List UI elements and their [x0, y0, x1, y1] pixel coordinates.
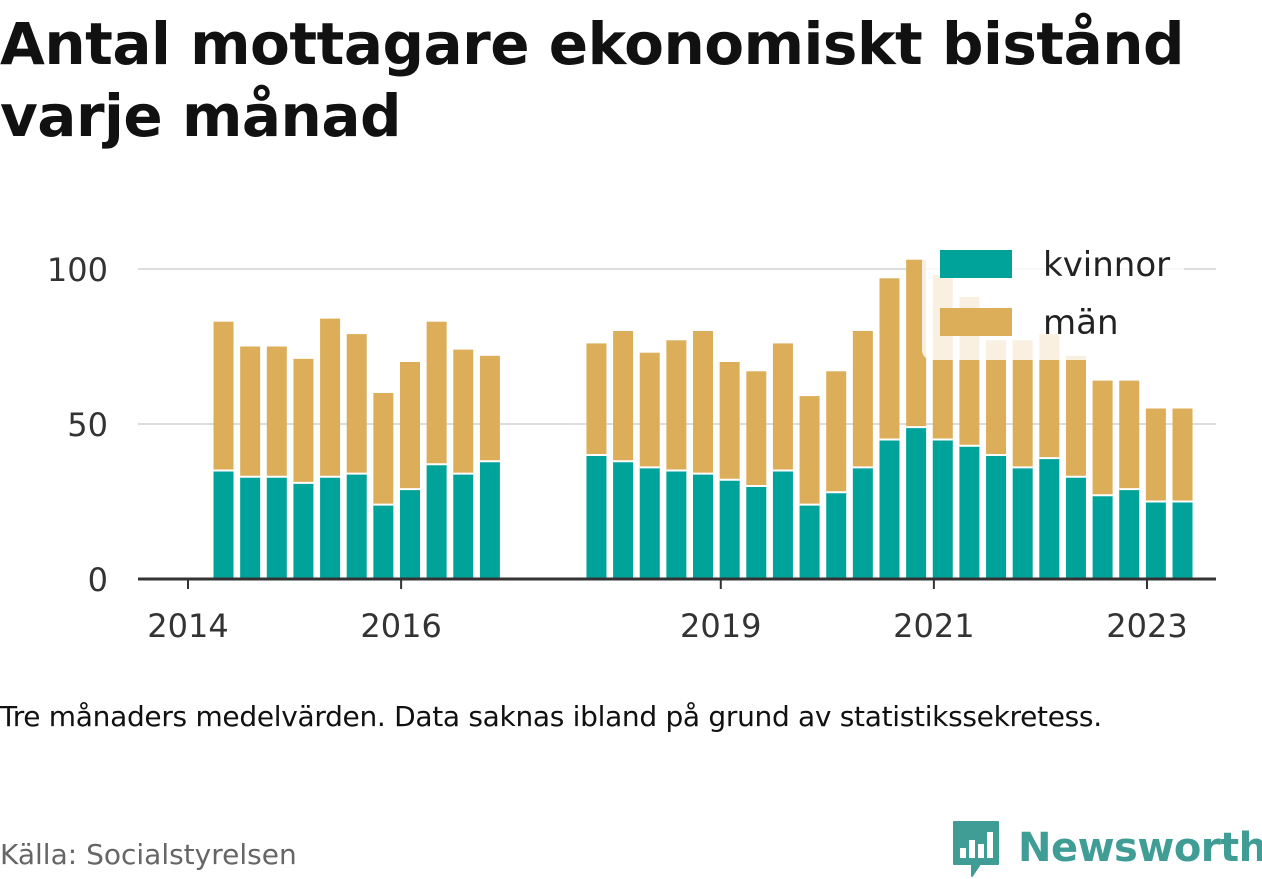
bar-man [320, 318, 341, 477]
bar-man [586, 343, 607, 455]
bar-kvinnor [666, 470, 687, 579]
bar-kvinnor [453, 473, 474, 579]
bar-man [639, 352, 660, 468]
bar-man [346, 334, 367, 474]
bar-man [1092, 380, 1113, 496]
bars [213, 259, 1193, 579]
bar-man [213, 321, 234, 471]
bar-kvinnor [639, 467, 660, 579]
y-tick-label: 0 [88, 561, 108, 599]
bar-man [1012, 340, 1033, 468]
stacked-bar-chart: 0 50 100 2014 2016 2019 2021 2023 kvinnor män [46, 240, 1216, 645]
bar-kvinnor [1119, 489, 1140, 579]
chart-note: Tre månaders medelvärden. Data saknas ib… [0, 700, 1102, 733]
bar-kvinnor [426, 464, 447, 579]
bar-kvinnor [772, 470, 793, 579]
x-ticks: 2014 2016 2019 2021 2023 [147, 579, 1188, 645]
chart-title: Antal mottagare ekonomiskt bistånd varje… [0, 10, 1185, 150]
bar-kvinnor [373, 504, 394, 579]
bar-man [986, 340, 1007, 455]
bar-man [613, 331, 634, 462]
bar-kvinnor [613, 461, 634, 579]
bar-kvinnor [346, 473, 367, 579]
bar-man [373, 393, 394, 505]
bar-man [799, 396, 820, 505]
bar-kvinnor [213, 470, 234, 579]
bar-man [293, 358, 314, 483]
bar-kvinnor [986, 455, 1007, 579]
x-tick-label: 2014 [147, 607, 228, 645]
bar-man [1172, 408, 1193, 502]
bar-kvinnor [799, 504, 820, 579]
bar-man [1065, 355, 1086, 477]
legend: kvinnor män [922, 240, 1184, 360]
bar-man [240, 346, 261, 477]
bar-man [479, 355, 500, 462]
bar-man [666, 340, 687, 471]
bar-kvinnor [240, 476, 261, 579]
bar-kvinnor [959, 445, 980, 579]
x-tick-label: 2019 [680, 607, 761, 645]
bar-kvinnor [906, 427, 927, 579]
bar-kvinnor [1145, 501, 1166, 579]
bar-kvinnor [479, 461, 500, 579]
y-tick-labels: 0 50 100 [47, 251, 108, 599]
bar-kvinnor [932, 439, 953, 579]
newsworthy-logo[interactable]: Newsworthy [950, 818, 1262, 878]
bar-man [746, 371, 767, 486]
bar-kvinnor [1092, 495, 1113, 579]
bar-kvinnor [879, 439, 900, 579]
bar-man [426, 321, 447, 465]
bar-kvinnor [586, 455, 607, 579]
source-text: Källa: Socialstyrelsen [0, 838, 297, 871]
brand-name: Newsworthy [1018, 825, 1262, 871]
bar-kvinnor [293, 482, 314, 579]
bar-man [693, 331, 714, 474]
bar-man [1119, 380, 1140, 490]
bar-kvinnor [693, 473, 714, 579]
bar-kvinnor [1172, 501, 1193, 579]
y-tick-label: 50 [67, 406, 108, 444]
legend-swatch-kvinnor [940, 250, 1012, 278]
bar-kvinnor [1065, 476, 1086, 579]
bar-kvinnor [746, 486, 767, 579]
bar-kvinnor [826, 492, 847, 579]
bar-man [1145, 408, 1166, 502]
y-tick-label: 100 [47, 251, 108, 289]
bar-kvinnor [320, 476, 341, 579]
bar-kvinnor [852, 467, 873, 579]
bar-man [453, 349, 474, 474]
bar-man [852, 331, 873, 468]
bar-man [399, 362, 420, 490]
bar-man [906, 259, 927, 428]
bar-man [719, 362, 740, 480]
legend-swatch-man [940, 308, 1012, 336]
bar-kvinnor [399, 489, 420, 579]
legend-label: män [1043, 303, 1119, 343]
bar-kvinnor [719, 479, 740, 579]
bar-man [772, 343, 793, 471]
bar-man [826, 371, 847, 493]
bar-kvinnor [1012, 467, 1033, 579]
x-tick-label: 2023 [1106, 607, 1187, 645]
bar-man [266, 346, 287, 477]
bar-kvinnor [266, 476, 287, 579]
bar-man [879, 278, 900, 440]
bar-kvinnor [1039, 458, 1060, 579]
newsworthy-icon [953, 821, 999, 877]
legend-label: kvinnor [1043, 245, 1170, 285]
x-tick-label: 2016 [360, 607, 441, 645]
bar-man [1039, 334, 1060, 459]
x-tick-label: 2021 [893, 607, 974, 645]
